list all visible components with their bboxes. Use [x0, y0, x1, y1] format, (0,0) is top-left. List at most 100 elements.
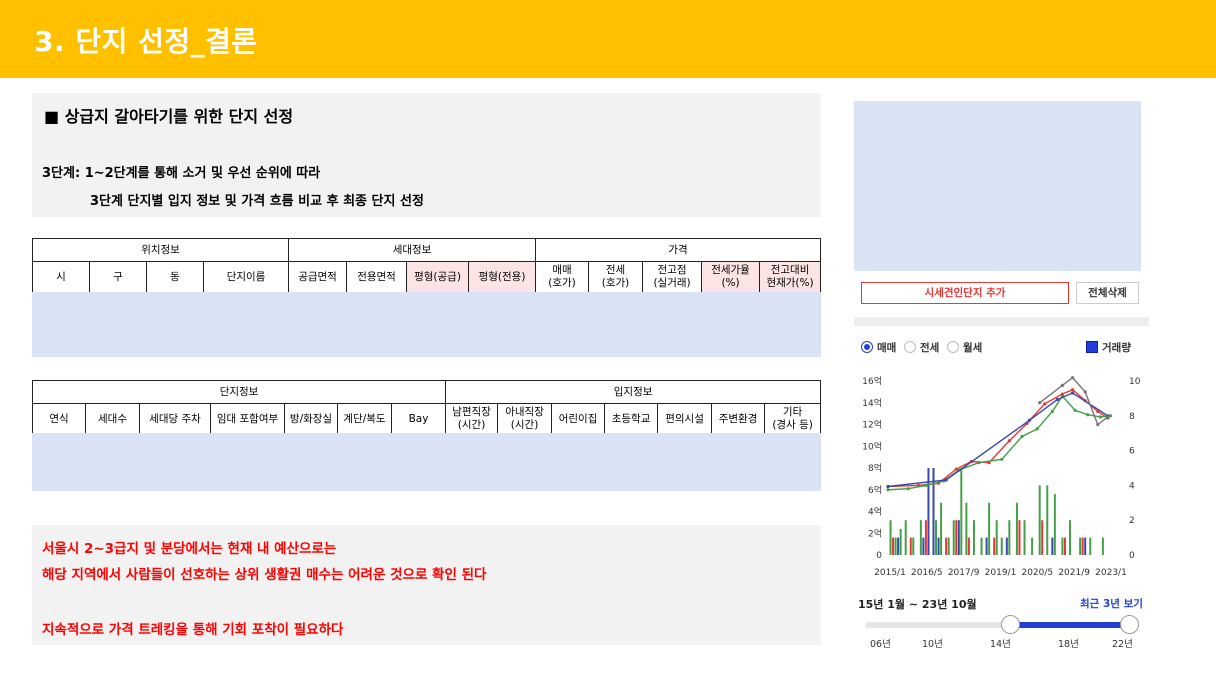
slider-tick: 22년 [1112, 639, 1133, 650]
x-tick-label: 2015/1 [874, 568, 906, 578]
price-point [1070, 376, 1075, 380]
slider-tick: 10년 [922, 639, 943, 650]
y-left-tick-label: 6억 [868, 484, 882, 496]
col-sale-ask: 매매 (호가) [535, 261, 590, 293]
conclusion-panel: 서울시 2~3급지 및 분당에서는 현재 내 예산으로는 해당 지역에서 사람들… [32, 525, 821, 645]
volume-label: 거래량 [1102, 342, 1131, 354]
price-line [887, 395, 1111, 491]
y-left-tick-label: 8억 [868, 462, 882, 474]
col-elementary: 초등학교 [604, 403, 659, 435]
volume-bar [967, 537, 970, 555]
period-slider-track[interactable] [865, 622, 1130, 628]
col-supply-area: 공급면적 [288, 261, 348, 293]
price-point [1083, 390, 1087, 394]
volume-bar [935, 520, 938, 555]
price-point [1096, 409, 1100, 414]
y-left-tick-label: 14억 [862, 397, 882, 409]
col-jeonse-ask: 전세 (호가) [588, 261, 644, 293]
col-surroundings: 주변환경 [711, 403, 766, 435]
add-leading-complex-button[interactable]: 시세견인단지 추가 [861, 282, 1069, 304]
radio-jeonse[interactable] [904, 341, 916, 353]
y-right-tick-label: 4 [1129, 481, 1135, 491]
col-gu: 구 [89, 261, 147, 293]
volume-bar [904, 520, 907, 555]
volume-bar [889, 520, 892, 555]
period-slider-selection [1010, 622, 1130, 628]
volume-bar [1101, 537, 1104, 555]
radio-sale-label: 매매 [877, 342, 897, 354]
x-tick-label: 2016/5 [911, 568, 943, 578]
price-point [1000, 457, 1004, 461]
recent-3-years-link[interactable]: 최근 3년 보기 [1080, 598, 1143, 610]
complex-price-table: 위치정보 세대정보 가격 시 구 동 단지이름 공급면적 전용면적 평형(공급)… [31, 238, 822, 293]
group-household: 세대정보 [288, 238, 537, 262]
price-point [1035, 427, 1039, 431]
slider-start-handle[interactable] [1001, 615, 1020, 634]
panel-divider [854, 317, 1149, 326]
volume-bar [947, 537, 950, 555]
col-pyeong-exclusive: 평형(전용) [468, 261, 537, 293]
group-location-info: 입지정보 [445, 380, 822, 404]
price-point [1060, 383, 1065, 387]
price-line [887, 388, 1109, 488]
step-description-line1: 3단계: 1~2단계를 통해 소거 및 우선 순위에 따라 [42, 166, 321, 181]
col-pyeong-supply: 평형(공급) [406, 261, 470, 293]
price-point [1020, 434, 1024, 439]
volume-bar [993, 537, 996, 555]
y-right-tick-label: 0 [1129, 551, 1135, 561]
y-left-tick-label: 2억 [868, 527, 882, 539]
group-location: 위치정보 [31, 238, 290, 262]
y-right-tick-label: 8 [1129, 412, 1135, 422]
volume-bar [912, 537, 915, 555]
price-point [1073, 408, 1077, 412]
volume-bar [955, 520, 958, 555]
x-tick-label: 2023/1 [1095, 568, 1127, 578]
volume-bar [980, 537, 983, 555]
volume-bar [1018, 520, 1021, 555]
volume-checkbox[interactable] [1086, 341, 1098, 353]
price-point [1070, 391, 1075, 395]
volume-bar [1079, 537, 1082, 555]
slider-end-handle[interactable] [1120, 615, 1139, 634]
y-right-tick-label: 6 [1129, 447, 1135, 457]
col-rooms: 방/화장실 [284, 403, 338, 435]
section-panel: ■ 상급지 갈아타기를 위한 단지 선정 3단계: 1~2단계를 통해 소거 및… [32, 93, 821, 217]
clear-all-button[interactable]: 전체삭제 [1076, 282, 1139, 304]
volume-bar [1051, 537, 1054, 555]
price-point [1027, 418, 1032, 422]
volume-bar [894, 537, 897, 555]
volume-bar [937, 537, 940, 555]
volume-bar [1061, 537, 1064, 555]
volume-bar [1031, 537, 1034, 555]
col-parking: 세대당 주차 [139, 403, 211, 435]
slider-tick: 14년 [990, 639, 1011, 650]
col-etc: 기타 (경사 등) [764, 403, 822, 435]
table2-body-placeholder [32, 433, 821, 491]
conclusion-line2: 해당 지역에서 사람들이 선호하는 상위 생활권 매수는 어려운 것으로 확인 … [42, 567, 487, 583]
radio-sale[interactable] [861, 341, 873, 353]
volume-bar [927, 468, 930, 555]
price-point [1106, 415, 1110, 419]
price-point [977, 460, 981, 465]
y-left-tick-label: 0 [876, 551, 882, 561]
volume-bar [972, 520, 975, 555]
section-heading: ■ 상급지 갈아타기를 위한 단지 선정 [44, 107, 294, 126]
price-point [1086, 413, 1090, 417]
y-right-tick-label: 10 [1129, 377, 1141, 387]
radio-jeonse-label: 전세 [920, 342, 940, 354]
col-husband-commute: 남편직장 (시간) [445, 403, 499, 435]
volume-bar [1005, 537, 1008, 555]
conclusion-line1: 서울시 2~3급지 및 분당에서는 현재 내 예산으로는 [42, 541, 337, 557]
radio-monthly[interactable] [947, 341, 959, 353]
price-point [1007, 439, 1011, 443]
y-left-tick-label: 16억 [862, 375, 882, 387]
price-point [954, 467, 958, 471]
price-point [1055, 397, 1059, 402]
col-jeonse-ratio: 전세가율 (%) [701, 261, 761, 293]
price-point [1038, 401, 1042, 405]
volume-bar [1008, 520, 1011, 555]
col-wife-commute: 아내직장 (시간) [497, 403, 553, 435]
volume-bar [1063, 537, 1066, 555]
y-right-tick-label: 2 [1129, 516, 1135, 526]
